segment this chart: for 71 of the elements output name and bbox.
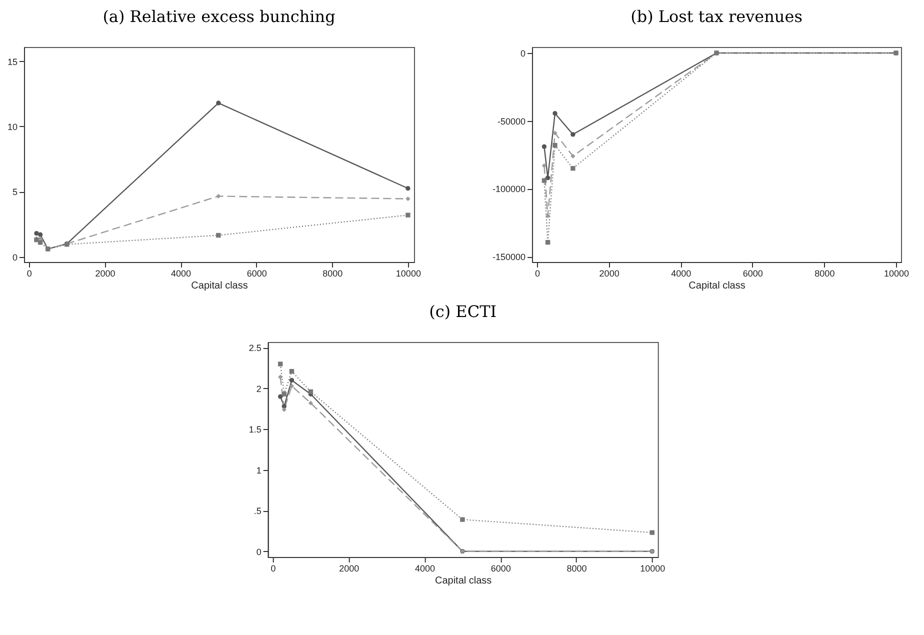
point bbox=[570, 132, 576, 137]
x-tick-label: 0 bbox=[26, 268, 32, 278]
point bbox=[570, 154, 576, 158]
point bbox=[406, 212, 410, 218]
x-axis-title: Capital class bbox=[191, 280, 248, 292]
y-tick-label: -50000 bbox=[497, 116, 526, 126]
x-tick-label: 4000 bbox=[171, 268, 192, 278]
point bbox=[308, 400, 314, 406]
y-tick-label: 5 bbox=[12, 187, 18, 198]
y-tick-label: 10 bbox=[7, 122, 18, 132]
y-tick-label: 2 bbox=[256, 384, 262, 394]
point bbox=[552, 142, 558, 148]
x-tick-label: 10000 bbox=[640, 564, 666, 574]
y-tick-label: 15 bbox=[7, 56, 18, 67]
y-tick-label: 0 bbox=[12, 252, 18, 262]
x-tick-label: 6000 bbox=[490, 564, 511, 574]
point bbox=[406, 186, 410, 191]
point bbox=[552, 130, 558, 136]
y-tick-label: 1.5 bbox=[248, 424, 262, 435]
x-tick-label: 0 bbox=[270, 564, 276, 574]
x-tick-label: 8000 bbox=[322, 268, 343, 278]
point bbox=[282, 407, 286, 412]
point bbox=[542, 178, 547, 183]
x-tick-label: 6000 bbox=[246, 268, 267, 278]
x-tick-label: 8000 bbox=[566, 564, 587, 574]
point bbox=[216, 194, 221, 199]
x-tick-label: 2000 bbox=[95, 268, 116, 278]
point bbox=[278, 394, 283, 399]
x-axis-title: Capital class bbox=[434, 576, 492, 586]
point bbox=[278, 374, 283, 380]
point bbox=[542, 144, 547, 149]
point bbox=[282, 392, 286, 396]
x-tick-label: 6000 bbox=[742, 268, 763, 278]
point bbox=[406, 196, 410, 202]
y-tick-label: 1 bbox=[256, 465, 262, 476]
point bbox=[460, 517, 465, 522]
point bbox=[570, 166, 576, 171]
point bbox=[552, 111, 558, 116]
y-tick-label: 0 bbox=[520, 48, 526, 58]
point bbox=[278, 362, 283, 366]
x-tick-label: 10000 bbox=[884, 268, 909, 278]
point bbox=[38, 232, 43, 237]
x-tick-label: 4000 bbox=[671, 268, 692, 278]
point bbox=[289, 384, 294, 388]
point bbox=[216, 232, 221, 238]
chart-title: (b) Lost tax revenues bbox=[630, 7, 802, 26]
x-tick-label: 2000 bbox=[339, 564, 360, 574]
point bbox=[542, 163, 547, 168]
y-tick-label: 2.5 bbox=[248, 343, 262, 354]
chart-title: (c) ECTI bbox=[429, 302, 497, 321]
point bbox=[38, 240, 43, 245]
chart-title: (a) Relative excess bunching bbox=[102, 7, 336, 26]
y-tick-label: .5 bbox=[254, 506, 262, 516]
point bbox=[545, 176, 550, 180]
point bbox=[34, 230, 39, 236]
x-tick-label: 8000 bbox=[814, 268, 835, 278]
x-tick-label: 0 bbox=[535, 268, 540, 278]
x-tick-label: 10000 bbox=[396, 268, 421, 278]
point bbox=[308, 389, 314, 394]
y-tick-label: 0 bbox=[256, 546, 262, 557]
y-tick-label: -150000 bbox=[492, 252, 526, 262]
point bbox=[289, 378, 294, 383]
point bbox=[289, 368, 294, 374]
x-tick-label: 4000 bbox=[415, 564, 436, 574]
point bbox=[545, 240, 550, 245]
point bbox=[216, 100, 221, 106]
x-tick-label: 2000 bbox=[599, 268, 620, 278]
x-axis-title: Capital class bbox=[688, 280, 746, 292]
y-tick-label: -100000 bbox=[492, 184, 526, 194]
point bbox=[650, 530, 654, 535]
point bbox=[545, 214, 550, 218]
